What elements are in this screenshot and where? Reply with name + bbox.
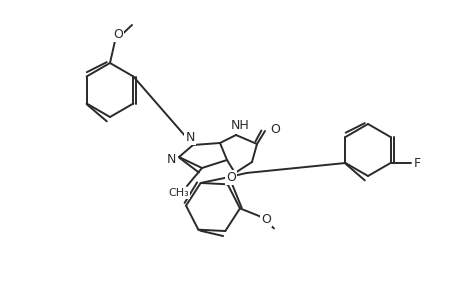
Text: F: F	[413, 157, 420, 169]
Text: O: O	[260, 213, 270, 226]
Text: O: O	[269, 122, 280, 136]
Text: N: N	[166, 152, 175, 166]
Text: N: N	[185, 130, 194, 143]
Text: O: O	[225, 172, 235, 184]
Text: NH: NH	[230, 118, 249, 131]
Text: O: O	[113, 28, 123, 40]
Text: CH₃: CH₃	[168, 188, 189, 198]
